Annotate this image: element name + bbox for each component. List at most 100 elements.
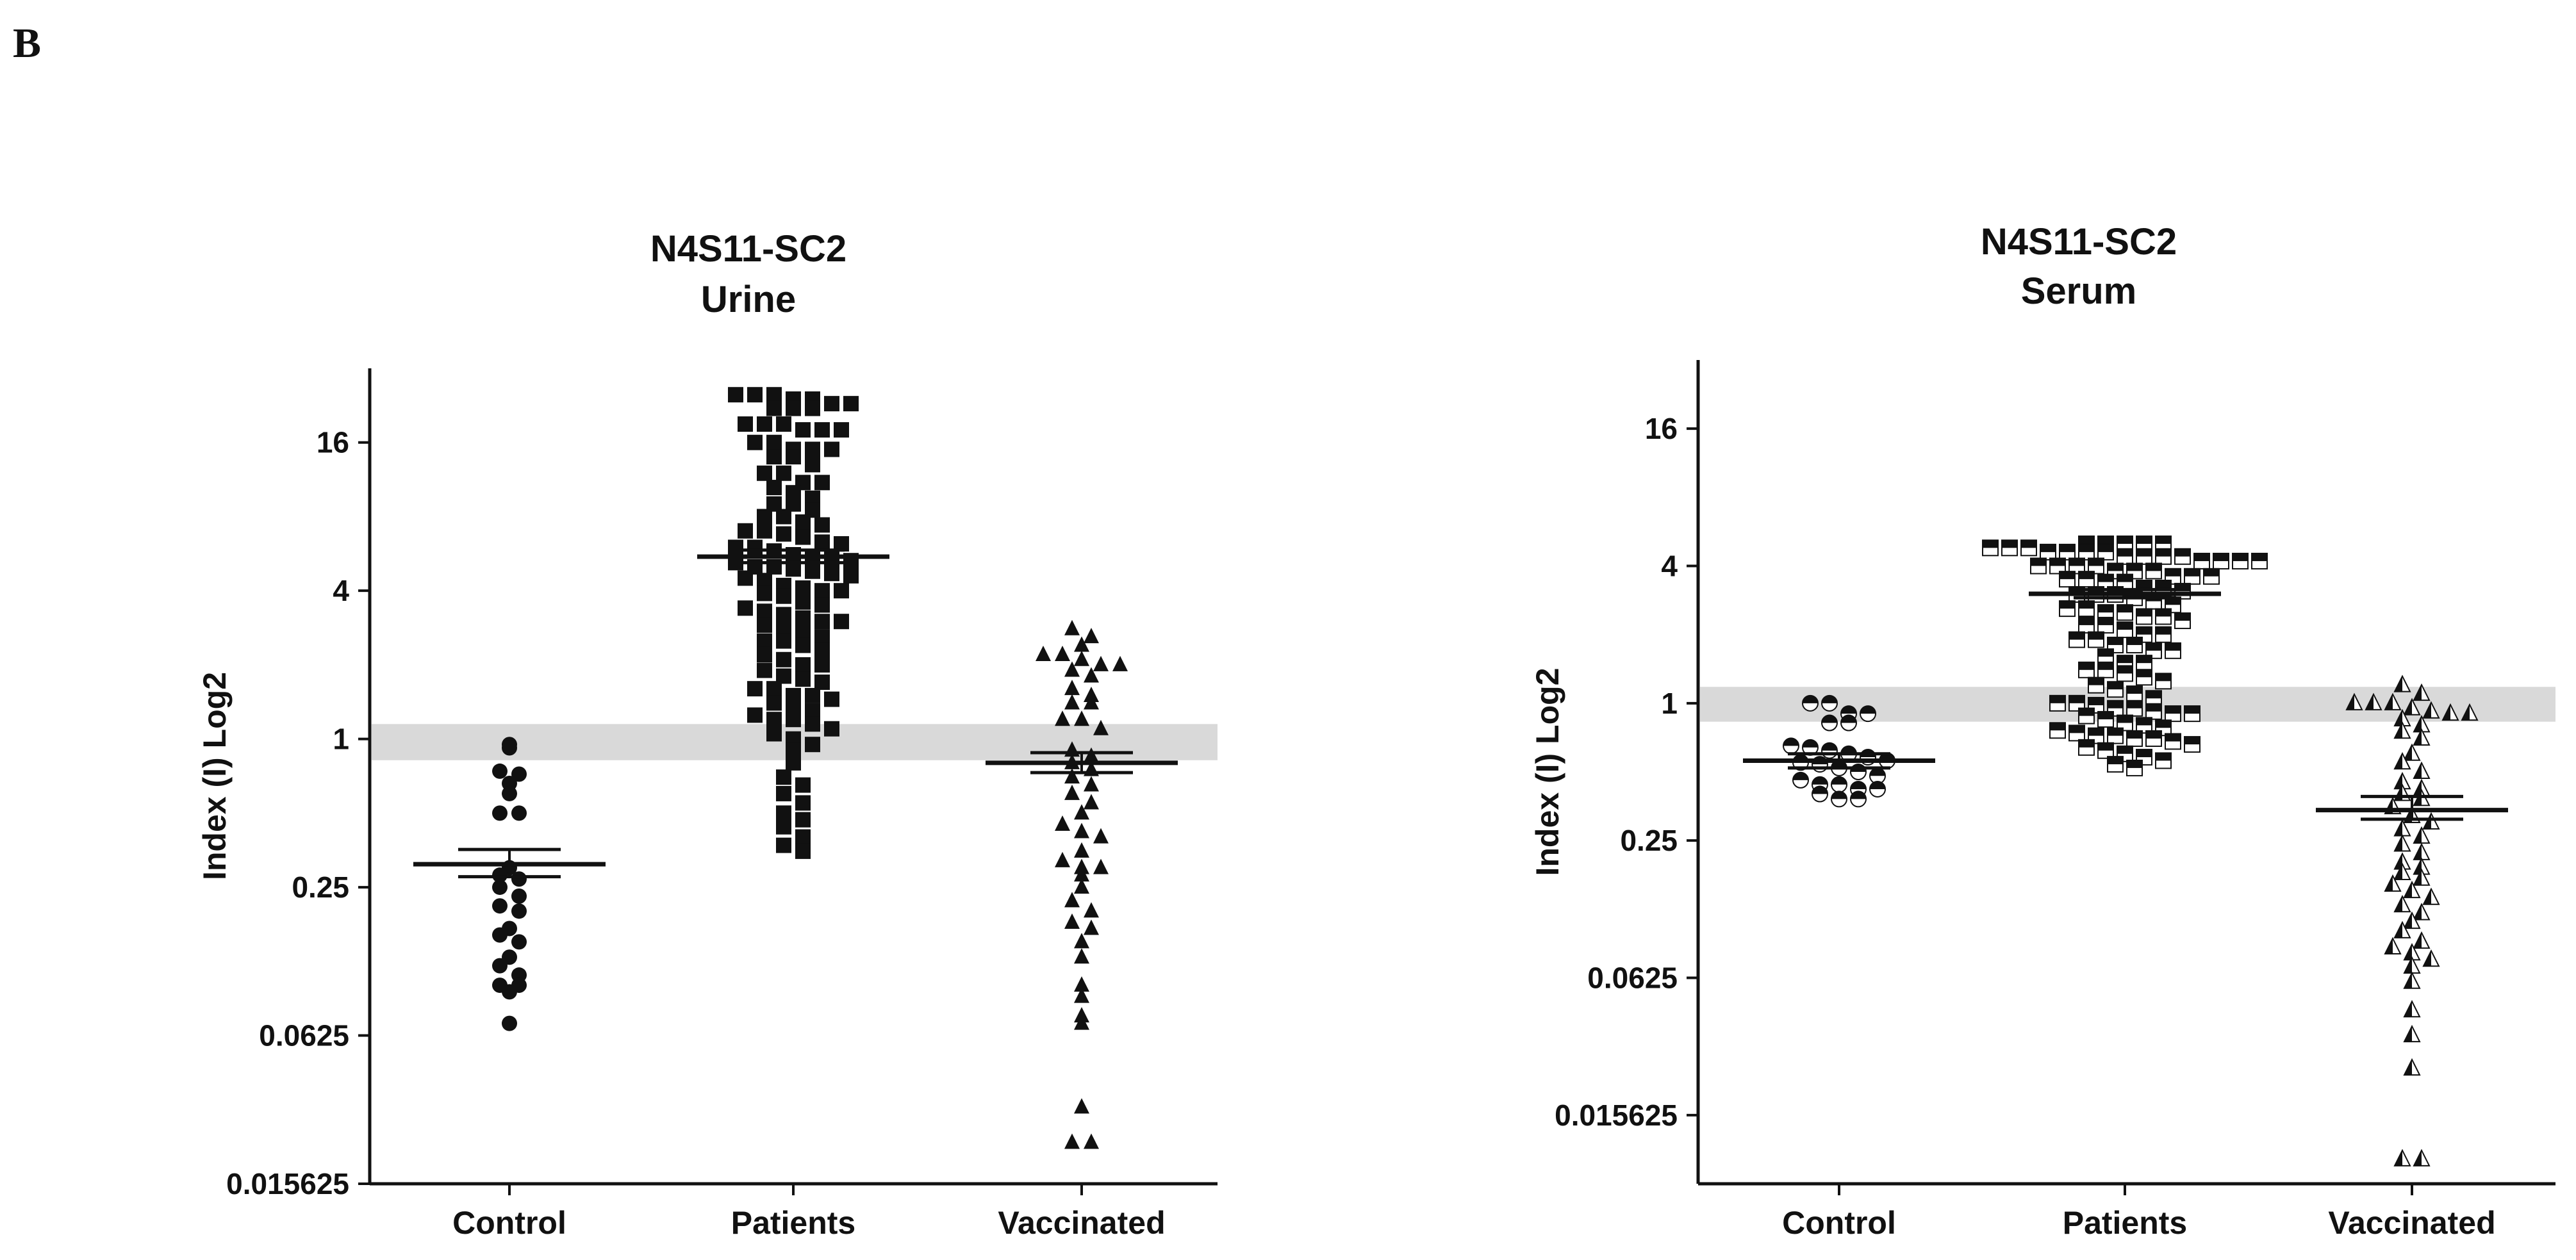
data-point bbox=[776, 526, 791, 542]
data-point bbox=[776, 651, 791, 667]
data-point bbox=[2413, 761, 2431, 779]
data-point bbox=[766, 400, 782, 416]
panel-label: B bbox=[13, 20, 42, 67]
data-point bbox=[1074, 710, 1089, 726]
data-point bbox=[2155, 673, 2172, 690]
data-point bbox=[1860, 705, 1876, 723]
data-point bbox=[2403, 971, 2421, 989]
data-point bbox=[795, 812, 811, 828]
data-point bbox=[757, 646, 772, 662]
data-point bbox=[814, 657, 830, 673]
data-point bbox=[728, 539, 743, 555]
data-point bbox=[757, 465, 772, 481]
data-point bbox=[1084, 776, 1099, 792]
data-point bbox=[2049, 722, 2066, 739]
data-point bbox=[786, 449, 801, 465]
data-point bbox=[2184, 705, 2200, 723]
data-point bbox=[2136, 669, 2152, 686]
data-point bbox=[757, 633, 772, 649]
data-point bbox=[2155, 719, 2172, 737]
data-point bbox=[2117, 665, 2133, 682]
data-point bbox=[1074, 804, 1089, 820]
data-point bbox=[814, 422, 830, 438]
data-point bbox=[2384, 692, 2402, 710]
data-point bbox=[2365, 692, 2382, 710]
series-control bbox=[1743, 694, 1935, 808]
data-point bbox=[2165, 705, 2181, 723]
data-point bbox=[511, 903, 527, 919]
data-point bbox=[2145, 703, 2162, 720]
data-point bbox=[757, 585, 772, 601]
data-point bbox=[2097, 543, 2114, 560]
data-point bbox=[1055, 815, 1070, 831]
data-point bbox=[511, 934, 527, 950]
data-point bbox=[2413, 826, 2431, 844]
data-point bbox=[776, 805, 791, 821]
data-point bbox=[805, 716, 820, 732]
data-point bbox=[757, 523, 772, 539]
data-point bbox=[2097, 661, 2114, 678]
data-point bbox=[747, 539, 763, 555]
data-point bbox=[1074, 842, 1089, 858]
data-point bbox=[2155, 752, 2172, 769]
data-point bbox=[824, 566, 839, 582]
data-point bbox=[2155, 548, 2172, 565]
data-point bbox=[1084, 1133, 1099, 1149]
data-point bbox=[1084, 794, 1099, 810]
data-point bbox=[2403, 911, 2421, 929]
data-point bbox=[805, 687, 820, 703]
data-point bbox=[814, 517, 830, 533]
data-point bbox=[795, 657, 811, 673]
data-point bbox=[1850, 790, 1867, 808]
data-point bbox=[814, 534, 830, 550]
data-point bbox=[1093, 719, 1109, 735]
data-point bbox=[1064, 619, 1080, 635]
data-point bbox=[2393, 834, 2411, 852]
data-point bbox=[2078, 571, 2095, 588]
x-category-label: Vaccinated bbox=[2328, 1205, 2495, 1241]
data-point bbox=[2068, 631, 2085, 648]
data-point bbox=[2403, 698, 2421, 716]
data-point bbox=[1064, 784, 1080, 800]
series-patients bbox=[697, 387, 889, 859]
data-point bbox=[738, 523, 753, 539]
data-point bbox=[814, 475, 830, 491]
data-point bbox=[1064, 768, 1080, 784]
chart-urine: N4S11-SC2 Urine 16 4 1 0.25 0.0625 0.015625 Inde… bbox=[197, 228, 1218, 1241]
data-point bbox=[2165, 733, 2181, 750]
data-point bbox=[2155, 608, 2172, 625]
data-point bbox=[2213, 552, 2229, 569]
data-point bbox=[795, 829, 811, 845]
data-point bbox=[1074, 636, 1089, 652]
data-point bbox=[1074, 822, 1089, 839]
data-point bbox=[1084, 919, 1099, 935]
data-point bbox=[2145, 562, 2162, 580]
data-point bbox=[1802, 694, 1819, 712]
data-point bbox=[1064, 694, 1080, 710]
data-point bbox=[766, 434, 782, 450]
data-point bbox=[2136, 548, 2152, 565]
data-point bbox=[843, 396, 859, 412]
data-point bbox=[814, 642, 830, 658]
data-point bbox=[2393, 920, 2411, 938]
data-point bbox=[1084, 628, 1099, 644]
data-point bbox=[2145, 730, 2162, 747]
data-point bbox=[1074, 878, 1089, 894]
data-point bbox=[492, 898, 508, 914]
data-point bbox=[786, 755, 801, 771]
data-point bbox=[776, 785, 791, 801]
data-point bbox=[757, 416, 772, 432]
y-tick-label: 1 bbox=[333, 723, 349, 756]
data-point bbox=[2384, 874, 2402, 892]
data-point bbox=[747, 707, 763, 723]
data-point bbox=[492, 805, 508, 821]
y-tick-label: 4 bbox=[333, 574, 349, 607]
data-point bbox=[2403, 956, 2421, 974]
data-point bbox=[2107, 756, 2124, 773]
y-axis-title: Index (I) Log2 bbox=[197, 672, 233, 880]
x-category-label: Patients bbox=[731, 1205, 856, 1241]
data-point bbox=[795, 777, 811, 793]
data-point bbox=[766, 387, 782, 403]
data-point bbox=[2403, 1058, 2421, 1076]
data-point bbox=[1783, 737, 1799, 755]
